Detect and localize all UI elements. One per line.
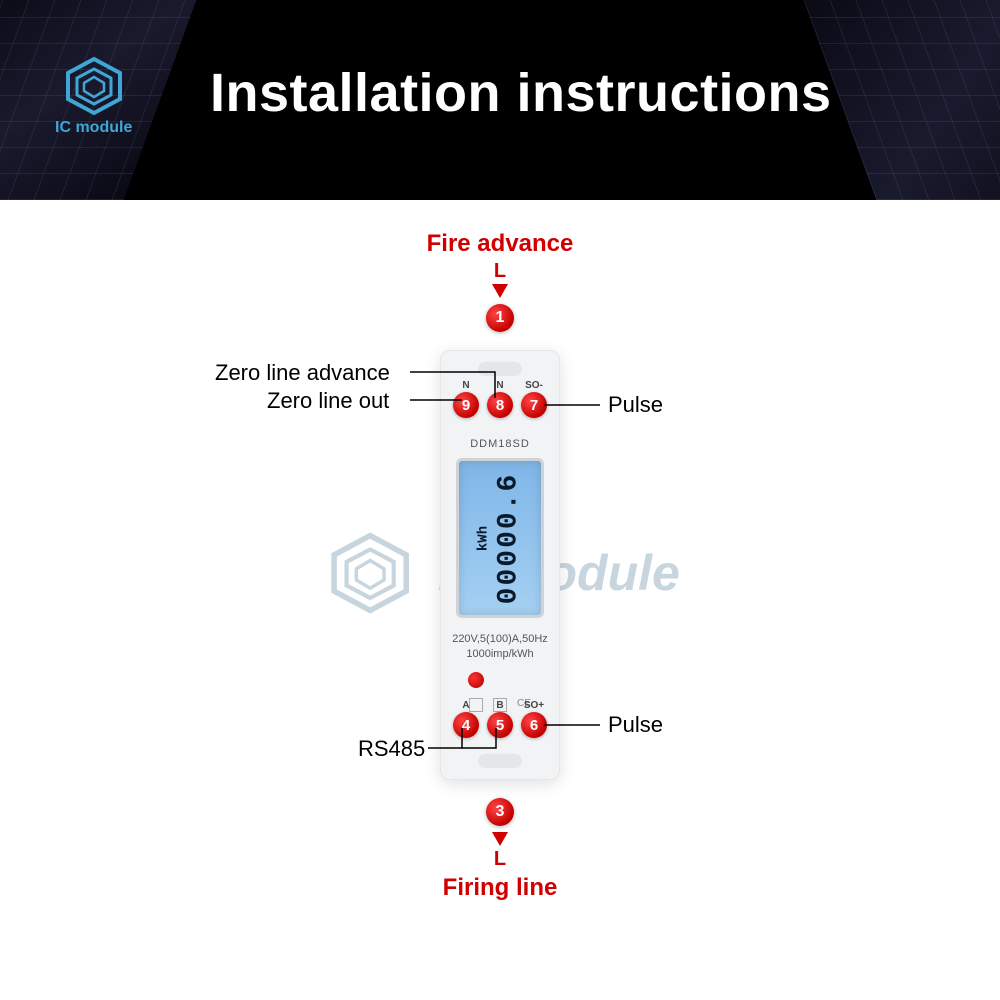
meter-device: N 9 N 8 SO- 7 DDM18SD kWh 00000.6 220V,5…	[440, 350, 560, 780]
lcd-unit: kWh	[476, 472, 492, 604]
header-banner: IC module Installation instructions	[0, 0, 1000, 200]
lcd-display: kWh 00000.6	[456, 458, 544, 618]
meter-spec: 220V,5(100)A,50Hz 1000imp/kWh	[452, 632, 548, 662]
terminal-row-top: N 9 N 8 SO- 7	[453, 392, 547, 418]
terminal-7: SO- 7	[521, 392, 547, 418]
label-L-top: L	[494, 260, 506, 283]
meter-top-notch	[478, 362, 522, 376]
diagram-area: IC module Fire advance L 1 N 9 N 8 SO- 7…	[0, 200, 1000, 1000]
terminal-5: B 5	[487, 712, 513, 738]
spec-line1: 220V,5(100)A,50Hz	[452, 632, 548, 647]
arrow-down-bottom-icon	[492, 832, 508, 846]
terminal-8-num: 8	[496, 397, 504, 414]
label-fire-advance: Fire advance	[427, 230, 574, 258]
arrow-down-top-icon	[492, 284, 508, 298]
logo-hex-icon	[58, 55, 130, 117]
terminal-4-num: 4	[462, 717, 470, 734]
terminal-6: SO+ 6	[521, 712, 547, 738]
terminal-7-num: 7	[530, 397, 538, 414]
logo-label: IC module	[55, 119, 132, 137]
terminal-6-label: SO+	[521, 700, 547, 711]
terminal-row-bottom: A 4 B 5 SO+ 6	[453, 712, 547, 738]
terminal-5-num: 5	[496, 717, 504, 734]
terminal-8-label: N	[487, 380, 513, 391]
page-title: Installation instructions	[210, 62, 832, 124]
terminal-7-label: SO-	[521, 380, 547, 391]
terminal-4: A 4	[453, 712, 479, 738]
terminal-3: 3	[486, 798, 514, 826]
terminal-6-num: 6	[530, 717, 538, 734]
terminal-5-label: B	[487, 700, 513, 711]
watermark-hex-icon	[320, 530, 420, 616]
label-zero-line-out: Zero line out	[267, 388, 389, 414]
label-rs485: RS485	[358, 736, 425, 762]
label-L-bottom: L	[494, 848, 506, 871]
meter-model: DDM18SD	[470, 438, 530, 450]
terminal-9-label: N	[453, 380, 479, 391]
terminal-8: N 8	[487, 392, 513, 418]
meter-bottom-notch	[478, 754, 522, 768]
label-pulse-top: Pulse	[608, 392, 663, 418]
terminal-1: 1	[486, 304, 514, 332]
indicator-led-icon	[468, 672, 484, 688]
logo: IC module	[55, 55, 132, 137]
label-zero-line-advance: Zero line advance	[215, 360, 390, 386]
terminal-9-num: 9	[462, 397, 470, 414]
label-firing-line: Firing line	[443, 874, 558, 902]
header-panel-right	[804, 0, 1000, 200]
label-pulse-bottom: Pulse	[608, 712, 663, 738]
terminal-4-label: A	[453, 700, 479, 711]
spec-line2: 1000imp/kWh	[452, 647, 548, 662]
terminal-9: N 9	[453, 392, 479, 418]
lcd-value: 00000.6	[494, 472, 525, 604]
